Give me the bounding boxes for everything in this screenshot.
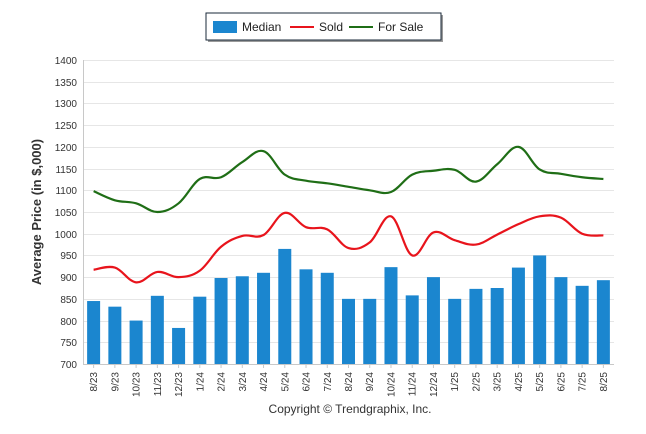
- x-tick-label: 3/24: [238, 372, 249, 392]
- bar-median-5/25: [533, 255, 547, 364]
- bar-median-10/24: [384, 267, 398, 364]
- legend-label-for-sale: For Sale: [378, 20, 424, 34]
- bar-median-10/23: [129, 320, 143, 364]
- bar-median-1/24: [193, 296, 207, 364]
- bar-median-8/23: [87, 301, 101, 364]
- x-tick-label: 7/24: [323, 372, 334, 392]
- points-for-sale: [94, 147, 604, 212]
- y-tick-label: 1200: [55, 143, 78, 154]
- x-tick-label: 6/25: [556, 372, 567, 392]
- trend-lines: [93, 145, 604, 284]
- legend: Median Sold For Sale: [205, 12, 443, 42]
- x-tick-label: 9/24: [365, 372, 376, 392]
- y-tick-label: 950: [60, 251, 77, 262]
- legend-box: [205, 12, 442, 41]
- bar-median-3/24: [235, 276, 249, 364]
- x-tick-label: 3/25: [493, 372, 504, 392]
- x-tick-label: 2/25: [471, 372, 482, 392]
- bar-median-11/23: [150, 295, 164, 364]
- bar-median-6/24: [299, 269, 313, 364]
- y-tick-label: 1250: [55, 121, 78, 132]
- x-tick-label: 10/23: [132, 372, 143, 397]
- bar-median-12/24: [426, 277, 440, 364]
- x-tick-label: 9/23: [110, 372, 121, 392]
- x-tick-label: 2/24: [217, 372, 228, 392]
- x-tick-labels: 8/23 9/23 10/23 11/23 12/23 1/24 2/24 3/24 4/24 5…: [89, 372, 610, 397]
- y-axis-label: Average Price (in $,000): [29, 139, 44, 285]
- y-tick-label: 1350: [55, 78, 78, 89]
- line-for-sale: [93, 145, 604, 214]
- x-tick-label: 5/25: [535, 372, 546, 392]
- bar-median-8/24: [342, 298, 355, 364]
- x-tick-label: 8/23: [89, 372, 100, 392]
- x-tick-label: 11/24: [408, 372, 419, 397]
- bar-median-4/25: [511, 267, 525, 364]
- line-sold: [93, 211, 604, 284]
- bar-median-3/25: [490, 288, 504, 364]
- bar-median-1/25: [448, 298, 462, 364]
- median-bars: [87, 248, 610, 364]
- bar-median-6/25: [554, 277, 568, 364]
- y-tick-label: 1050: [55, 208, 78, 219]
- y-tick-label: 700: [60, 360, 77, 371]
- bar-median-5/24: [278, 248, 292, 364]
- legend-label-median: Median: [242, 20, 281, 34]
- bar-median-8/25: [596, 280, 610, 364]
- bar-median-11/24: [405, 295, 419, 364]
- x-tick-label: 7/25: [578, 372, 589, 392]
- x-tick-label: 11/23: [153, 372, 164, 397]
- bar-median-9/24: [363, 298, 377, 364]
- bar-median-2/25: [469, 288, 483, 364]
- x-tick-label: 10/24: [386, 372, 397, 397]
- bar-median-9/23: [108, 306, 122, 364]
- grid-lines: [83, 60, 614, 365]
- bar-median-7/24: [320, 272, 334, 364]
- y-tick-label: 800: [60, 317, 77, 328]
- x-tick-label: 4/25: [514, 372, 525, 392]
- x-tick-label: 8/25: [599, 372, 610, 392]
- x-tick-label: 1/24: [195, 372, 206, 392]
- bar-median-2/24: [214, 278, 228, 364]
- bar-median-12/23: [172, 327, 186, 364]
- y-tick-label: 1100: [55, 186, 77, 197]
- x-tick-label: 1/25: [450, 372, 461, 392]
- y-tick-label: 1000: [55, 230, 78, 241]
- y-tick-label: 850: [60, 295, 77, 306]
- x-tick-label: 12/23: [174, 372, 185, 397]
- legend-label-sold: Sold: [319, 20, 343, 34]
- y-tick-label: 750: [60, 338, 77, 349]
- x-tick-label: 8/24: [344, 372, 355, 392]
- x-tick-label: 5/24: [280, 372, 291, 392]
- y-tick-label: 1150: [55, 165, 77, 176]
- y-tick-label: 1300: [55, 99, 78, 110]
- y-tick-label: 900: [60, 273, 77, 284]
- bar-median-4/24: [257, 272, 271, 364]
- bar-median-7/25: [575, 285, 589, 364]
- x-tick-label: 12/24: [429, 372, 440, 397]
- x-tick-label: 4/24: [259, 372, 270, 392]
- x-tick-label: 6/24: [302, 372, 313, 392]
- y-tick-label: 1400: [55, 56, 78, 67]
- legend-swatch-median: [213, 21, 237, 33]
- y-tick-labels: 700 750 800 850 900 950 1000 1050 1100 1150 1200 12…: [55, 56, 78, 371]
- axes: [83, 60, 614, 368]
- copyright-text: Copyright © Trendgraphix, Inc.: [269, 402, 432, 416]
